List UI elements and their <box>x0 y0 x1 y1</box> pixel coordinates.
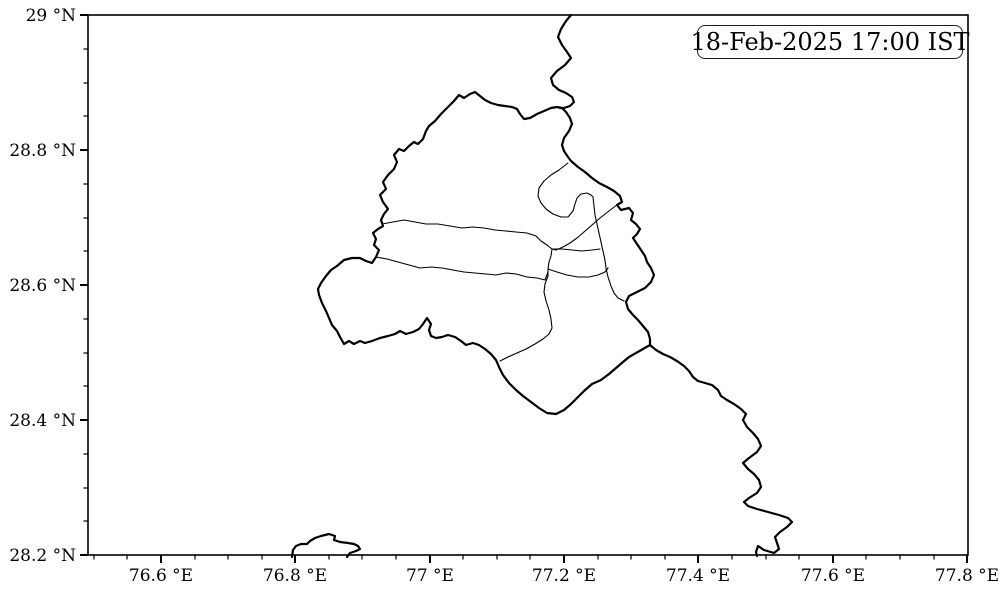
y-tick-label: 29 °N <box>26 6 77 26</box>
state-border-line-north <box>549 13 576 110</box>
x-tick-label: 77.2 °E <box>532 566 596 586</box>
district-boundary-line <box>537 162 594 218</box>
x-tick-label: 76.6 °E <box>129 566 193 586</box>
delhi-state-boundary <box>316 90 656 416</box>
x-tick-label: 77.6 °E <box>801 566 865 586</box>
y-tick-label: 28.8 °N <box>9 141 76 161</box>
y-tick-label: 28.6 °N <box>9 276 76 296</box>
x-tick-label: 77.4 °E <box>666 566 730 586</box>
district-boundary-line <box>547 248 553 270</box>
plot-frame <box>87 14 969 556</box>
district-boundary-line <box>381 219 553 250</box>
boundary-fragment <box>290 532 362 559</box>
district-boundary-line <box>375 256 549 281</box>
x-tick-label: 76.8 °E <box>263 566 327 586</box>
district-boundary-line <box>592 196 625 302</box>
district-boundary-line <box>547 267 609 278</box>
timestamp-badge: 18-Feb-2025 17:00 IST <box>690 25 970 59</box>
x-tick-label: 77.8 °E <box>935 566 999 586</box>
state-border-line-south <box>648 343 794 558</box>
y-tick-label: 28.2 °N <box>9 546 76 566</box>
district-boundary-line <box>551 203 619 251</box>
x-tick-label: 77 °E <box>406 566 454 586</box>
district-boundary-line <box>499 268 553 362</box>
district-boundary-line <box>551 248 601 252</box>
y-tick-label: 28.4 °N <box>9 411 76 431</box>
